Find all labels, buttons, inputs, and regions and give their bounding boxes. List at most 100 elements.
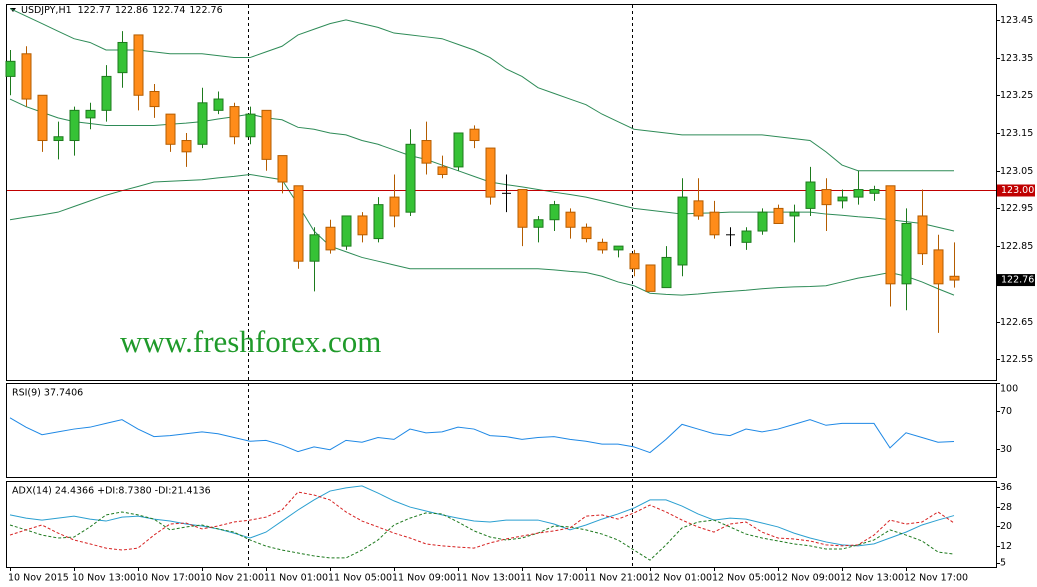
x-tick-label: 12 Nov 05:00 bbox=[712, 573, 776, 584]
adx-panel-frame bbox=[6, 481, 997, 568]
y-tick-label: 100 bbox=[1000, 384, 1018, 395]
candle-body bbox=[949, 275, 960, 281]
candle-body bbox=[69, 109, 80, 142]
candle-body bbox=[709, 211, 720, 236]
candle-body bbox=[453, 132, 464, 168]
x-tick-label: 10 Nov 2015 bbox=[8, 573, 69, 584]
candle-body bbox=[229, 106, 240, 138]
indicator-line bbox=[9, 485, 955, 547]
candle-body bbox=[165, 113, 176, 145]
candle-body bbox=[565, 211, 576, 228]
indicator-line bbox=[9, 417, 955, 454]
candle-body bbox=[85, 109, 96, 119]
candle-body bbox=[117, 41, 128, 74]
y-tick-label: 5 bbox=[1000, 558, 1006, 569]
candle-body bbox=[53, 136, 64, 142]
header-close: 122.76 bbox=[189, 5, 222, 16]
candle-body bbox=[517, 189, 528, 228]
candle-body bbox=[261, 109, 272, 160]
candle-body bbox=[693, 200, 704, 217]
candle-body bbox=[661, 256, 672, 289]
candle-body bbox=[821, 189, 832, 206]
last-price-box bbox=[997, 274, 1035, 287]
symbol-title: USDJPY,H1 bbox=[21, 5, 72, 16]
last-price-label: 122.76 bbox=[1001, 275, 1034, 286]
adx-title: ADX(14) 24.4366 +DI:8.7380 -DI:21.4136 bbox=[12, 486, 211, 497]
candle-body bbox=[853, 189, 864, 198]
y-tick-label: 30 bbox=[1000, 444, 1012, 455]
candle-body bbox=[837, 196, 848, 202]
candle-body bbox=[405, 143, 416, 213]
chart-header: USDJPY,H1 122.77 122.86 122.74 122.76 bbox=[21, 5, 223, 16]
candle-body bbox=[37, 94, 48, 142]
candle-body bbox=[437, 166, 448, 175]
candle-body bbox=[421, 140, 432, 164]
candle-body bbox=[309, 234, 320, 262]
candle-body bbox=[741, 230, 752, 243]
candle-body bbox=[181, 140, 192, 153]
y-tick-label: 123.05 bbox=[1000, 166, 1033, 177]
candle-body bbox=[549, 204, 560, 221]
indicator-line bbox=[9, 511, 955, 561]
candle-body bbox=[197, 102, 208, 145]
candle-body bbox=[901, 222, 912, 285]
x-tick-label: 10 Nov 17:00 bbox=[136, 573, 200, 584]
y-tick-label: 122.85 bbox=[1000, 241, 1033, 252]
candle-body bbox=[677, 196, 688, 266]
band-lower bbox=[9, 173, 955, 296]
candle-body bbox=[373, 204, 384, 240]
candle-body bbox=[485, 147, 496, 198]
x-tick-label: 12 Nov 17:00 bbox=[904, 573, 968, 584]
candle-body bbox=[789, 211, 800, 217]
candle-body bbox=[325, 226, 336, 251]
x-tick-label: 10 Nov 13:00 bbox=[72, 573, 136, 584]
candle-body bbox=[773, 207, 784, 224]
y-tick-label: 122.55 bbox=[1000, 354, 1033, 365]
band-upper bbox=[9, 8, 954, 172]
y-tick-label: 123.15 bbox=[1000, 128, 1033, 139]
y-tick-label: 123.25 bbox=[1000, 90, 1033, 101]
y-tick-label: 12 bbox=[1000, 541, 1012, 552]
indicator-line bbox=[9, 491, 955, 551]
x-tick-label: 11 Nov 17:00 bbox=[520, 573, 584, 584]
candle-body bbox=[213, 98, 224, 111]
y-tick-label: 122.95 bbox=[1000, 203, 1033, 214]
x-tick-label: 11 Nov 01:00 bbox=[264, 573, 328, 584]
x-tick-label: 12 Nov 01:00 bbox=[648, 573, 712, 584]
x-tick-label: 11 Nov 09:00 bbox=[392, 573, 456, 584]
candle-body bbox=[869, 189, 880, 194]
candle-body bbox=[21, 53, 32, 100]
candle-body bbox=[757, 211, 768, 232]
rsi-title: RSI(9) 37.7406 bbox=[12, 388, 83, 399]
candle-body bbox=[581, 226, 592, 240]
candle-body bbox=[293, 185, 304, 262]
candle-body bbox=[917, 215, 928, 255]
candle-body bbox=[133, 34, 144, 96]
y-tick-label: 20 bbox=[1000, 521, 1012, 532]
y-tick-label: 122.65 bbox=[1000, 317, 1033, 328]
y-tick-label: 123.35 bbox=[1000, 53, 1033, 64]
y-tick-label: 70 bbox=[1000, 406, 1012, 417]
main-panel-frame bbox=[6, 4, 997, 381]
level-label: 123.00 bbox=[1001, 185, 1034, 196]
y-tick-label: 28 bbox=[1000, 502, 1012, 513]
x-tick-label: 11 Nov 05:00 bbox=[328, 573, 392, 584]
candle-body bbox=[341, 215, 352, 247]
y-tick-label: 123.45 bbox=[1000, 15, 1033, 26]
x-tick-label: 11 Nov 13:00 bbox=[456, 573, 520, 584]
x-tick-label: 10 Nov 21:00 bbox=[200, 573, 264, 584]
y-tick-label: 36 bbox=[1000, 482, 1012, 493]
x-tick-label: 12 Nov 13:00 bbox=[840, 573, 904, 584]
candle-body bbox=[101, 75, 112, 111]
candle-body bbox=[245, 113, 256, 138]
x-tick-label: 12 Nov 09:00 bbox=[776, 573, 840, 584]
candle-body bbox=[469, 128, 480, 142]
candle-body bbox=[357, 215, 368, 236]
candle-body bbox=[149, 90, 160, 108]
candle-body bbox=[629, 253, 640, 270]
x-tick-label: 11 Nov 21:00 bbox=[584, 573, 648, 584]
watermark: www.freshforex.com bbox=[120, 324, 381, 359]
